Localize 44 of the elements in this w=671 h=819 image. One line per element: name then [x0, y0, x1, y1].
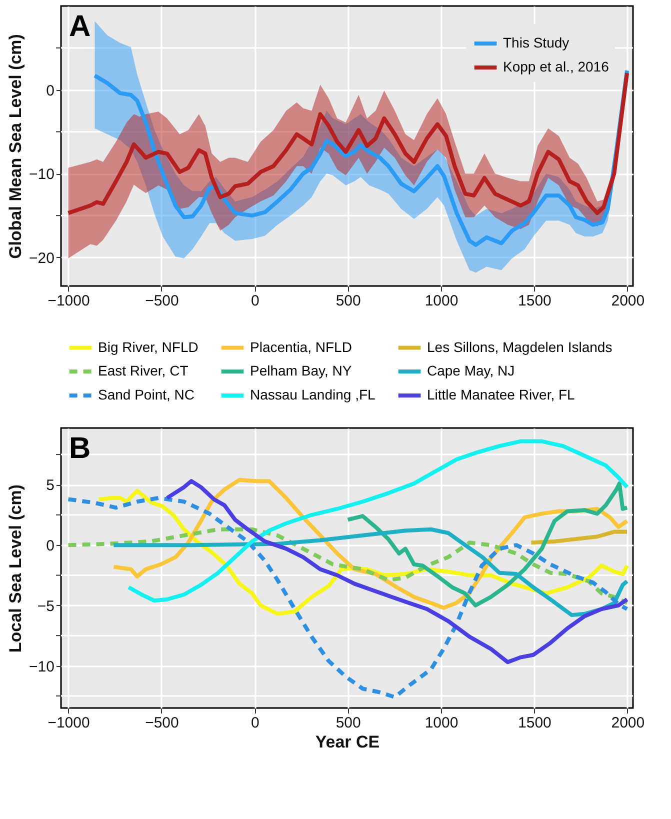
- x-tick-label: 2000: [611, 292, 645, 310]
- legend-label: Les Sillons, Magdelen Islands: [427, 338, 612, 355]
- y-tick-label: 5: [46, 477, 54, 494]
- legend-label: East River, CT: [98, 362, 189, 378]
- y-tick-label: −20: [29, 250, 54, 267]
- x-tick-label: 2000: [611, 714, 645, 732]
- x-tick-label: 1500: [518, 292, 552, 310]
- annotation: A: [69, 10, 91, 43]
- line-series: [66, 496, 630, 700]
- x-tick-label: 1000: [424, 292, 458, 310]
- line-series: [112, 527, 630, 618]
- line-series: [165, 479, 630, 664]
- legend-label: Cape May, NJ: [427, 362, 515, 378]
- x-tick-label: 0: [250, 714, 260, 732]
- y-tick-label: −10: [29, 166, 54, 184]
- x-tick-label: 0: [250, 292, 260, 310]
- y-tick-label: −10: [29, 658, 54, 676]
- annotation: B: [69, 432, 91, 465]
- x-tick-label: 1500: [518, 714, 552, 732]
- x-tick-label: −1000: [48, 714, 90, 732]
- x-tick-label: 500: [336, 714, 361, 732]
- legend-label: This Study: [503, 34, 570, 50]
- y-tick-label: −5: [37, 598, 54, 615]
- legend-label: Little Manatee River, FL: [427, 386, 576, 402]
- legend-label: Big River, NFLD: [98, 338, 198, 355]
- legend-label: Pelham Bay, NY: [250, 362, 352, 378]
- line-series: [346, 482, 630, 608]
- x-tick-label: −1000: [48, 292, 90, 310]
- line-series: [66, 527, 630, 605]
- x-tick-label: −500: [145, 714, 179, 732]
- line-series: [126, 439, 630, 603]
- x-tick-label: 1000: [424, 714, 458, 732]
- y-tick-label: 0: [46, 82, 54, 100]
- x-axis-title: Year CE: [315, 732, 380, 752]
- legend-label: Sand Point, NC: [98, 386, 194, 402]
- line-series: [529, 530, 630, 545]
- x-tick-label: 500: [336, 292, 361, 310]
- y-axis-title: Global Mean Sea Level (cm): [6, 34, 26, 259]
- legend-label: Nassau Landing ,FL: [250, 386, 376, 402]
- y-axis-title: Local Sea Level (cm): [6, 484, 26, 653]
- y-tick-label: 0: [46, 538, 54, 555]
- legend-label: Kopp et al., 2016: [503, 58, 610, 74]
- x-tick-label: −500: [145, 292, 179, 310]
- legend-label: Placentia, NFLD: [250, 338, 352, 355]
